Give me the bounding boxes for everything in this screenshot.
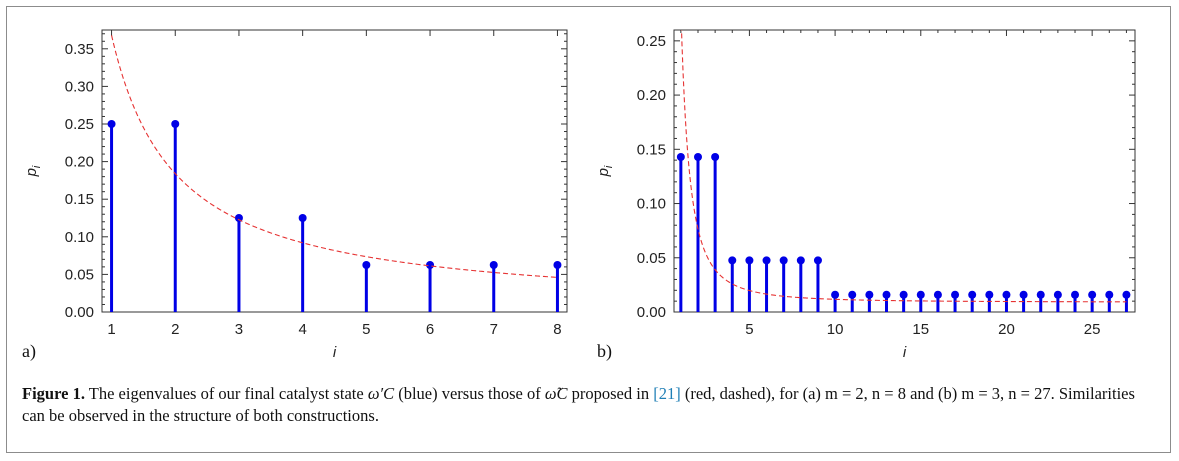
x-tick-label: 25 — [1084, 321, 1101, 338]
stem-point — [968, 290, 977, 299]
citation-link[interactable]: [21] — [653, 384, 681, 403]
x-tick-label: 1 — [107, 321, 115, 338]
stem-point — [951, 290, 960, 299]
stem-point — [882, 290, 891, 299]
x-tick-label: 5 — [362, 321, 370, 338]
reference-curve — [680, 30, 1127, 303]
stem-point — [1053, 290, 1062, 299]
stem-point — [899, 290, 908, 299]
caption-symbol-omega-prime: ω′C — [367, 384, 395, 403]
x-tick-label: 3 — [235, 321, 243, 338]
stem-point — [1002, 290, 1011, 299]
panel-a: a) 0.00 0.05 0.10 0.15 0.20 0.25 0.30 0.35 1 2 3 4 5… — [22, 29, 568, 362]
stem-point — [1122, 290, 1131, 299]
figure-caption: Figure 1. The eigenvalues of our final c… — [22, 383, 1152, 427]
stem-point — [728, 256, 737, 265]
plot-frame — [673, 29, 1136, 313]
x-tick-label: 15 — [912, 321, 929, 338]
x-tick-label: 10 — [827, 321, 844, 338]
x-tick-label: 8 — [553, 321, 561, 338]
stem-point — [1105, 290, 1114, 299]
stem-point — [831, 290, 840, 299]
stem-point — [916, 290, 925, 299]
reference-curve — [111, 35, 558, 278]
caption-text: (blue) versus those of — [394, 384, 545, 403]
caption-text: proposed in — [567, 384, 654, 403]
figure-charts: a) 0.00 0.05 0.10 0.15 0.20 0.25 0.30 0.35 1 2 3 4 5… — [22, 29, 1136, 362]
y-tick-label: 0.15 — [637, 141, 666, 158]
caption-text: (red, dashed), for (a) m = 2, n = 8 and … — [22, 384, 1135, 425]
x-tick-label: 20 — [998, 321, 1015, 338]
stem-point — [813, 256, 822, 265]
stem-point — [1036, 290, 1045, 299]
stem-point — [762, 256, 771, 265]
stem-point — [1071, 290, 1080, 299]
x-axis-title: i — [333, 344, 337, 361]
stem-point — [362, 261, 371, 269]
y-tick-label: 0.00 — [65, 304, 94, 321]
plot-frame — [101, 29, 568, 313]
y-tick-label: 0.10 — [65, 229, 94, 246]
x-tick-label: 6 — [426, 321, 434, 338]
stem-point — [676, 153, 685, 162]
y-tick-label: 0.10 — [637, 196, 666, 213]
stem-point — [848, 290, 857, 299]
caption-text: The eigenvalues of our final catalyst st… — [84, 384, 368, 403]
stem-point — [1019, 290, 1028, 299]
y-tick-label: 0.25 — [637, 33, 666, 50]
y-axis-title: pi — [23, 165, 43, 177]
x-tick-label: 2 — [171, 321, 179, 338]
stem-point — [796, 256, 805, 265]
stem-point — [711, 153, 720, 162]
y-tick-label: 0.20 — [637, 87, 666, 104]
x-tick-label: 4 — [298, 321, 306, 338]
stem-point — [933, 290, 942, 299]
stem-point — [553, 261, 562, 269]
x-axis-title: i — [903, 344, 907, 361]
panel-label: b) — [597, 341, 612, 362]
stem-point — [985, 290, 994, 299]
stem-point — [234, 214, 243, 222]
stem-point — [745, 256, 754, 265]
stem-point — [865, 290, 874, 299]
caption-label: Figure 1. — [22, 384, 85, 403]
stem-point — [779, 256, 788, 265]
stem-point — [489, 261, 498, 269]
x-tick-label: 7 — [490, 321, 498, 338]
stem-point — [693, 153, 702, 162]
y-tick-label: 0.15 — [65, 191, 94, 208]
stem-point — [426, 261, 435, 269]
y-axis-title: pi — [595, 165, 615, 177]
y-tick-label: 0.35 — [65, 41, 94, 58]
y-tick-label: 0.00 — [637, 304, 666, 321]
figure-frame — [6, 6, 1171, 453]
panel-label: a) — [22, 341, 36, 362]
stem-point — [298, 214, 307, 222]
y-tick-label: 0.05 — [637, 250, 666, 267]
y-tick-label: 0.20 — [65, 154, 94, 171]
panel-b: b) 0.00 0.05 0.10 0.15 0.20 0.25 5 10 15 20 25 i pi — [595, 29, 1136, 362]
x-tick-label: 5 — [745, 321, 753, 338]
y-tick-label: 0.05 — [65, 266, 94, 283]
stem-point — [171, 120, 180, 128]
stem-point — [107, 120, 116, 128]
y-tick-label: 0.30 — [65, 78, 94, 95]
y-tick-label: 0.25 — [65, 116, 94, 133]
stem-point — [1088, 290, 1097, 299]
caption-symbol-omega-tilde: ω̃C — [544, 384, 568, 403]
